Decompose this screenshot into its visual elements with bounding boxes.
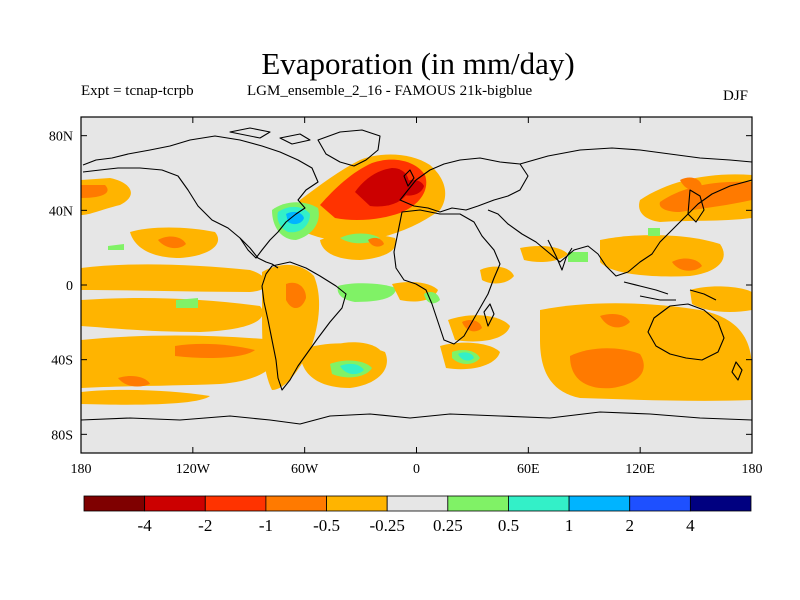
colorbar-level-label: -1	[259, 516, 273, 535]
antarctica-coastline	[81, 411, 752, 425]
x-tick-label: 120W	[176, 462, 211, 477]
x-tick-label: 0	[413, 462, 420, 477]
y-tick-label: 80S	[51, 428, 73, 443]
arabian-sea-yellow-region	[480, 266, 514, 284]
colorbar-swatch	[144, 495, 206, 512]
asia-coastline	[487, 147, 752, 277]
australia-coastline	[647, 303, 725, 361]
equatorial-atlantic-green-region	[337, 283, 396, 302]
y-tick-label: 40N	[49, 204, 73, 219]
south-atlantic-cyan-region	[340, 363, 364, 375]
y-tick-label: 80N	[49, 130, 73, 145]
warm-pool-yellow-region	[600, 235, 724, 277]
japan-orange-region	[680, 177, 702, 190]
colorbar-swatch	[689, 495, 752, 512]
colorbar-swatch	[629, 495, 691, 512]
colorbar: -4 -2 -1 -0.5 -0.25 0.25 0.5 1 2 4	[83, 495, 752, 535]
colorbar-level-label: 1	[565, 516, 574, 535]
x-tick-label: 180	[71, 462, 92, 477]
colorbar-swatch	[386, 495, 449, 512]
south-indian-orange-east	[600, 314, 630, 328]
india-coastline	[547, 239, 573, 271]
colorbar-level-label: 2	[625, 516, 634, 535]
coastlines	[81, 127, 752, 425]
east-pacific-green-region	[176, 298, 198, 308]
central-america-coastline	[239, 237, 279, 269]
africa-coastline	[393, 209, 501, 345]
southwest-indian-cyan-region	[458, 352, 474, 361]
japan-coastline	[687, 189, 705, 223]
map-axes: 180 120W 60W 0 60E 120E 180 80N 40N 0 40S 80S	[49, 117, 763, 477]
greenland-coastline	[317, 129, 381, 167]
x-tick-label: 60W	[291, 462, 319, 477]
south-pacific-orange-small	[118, 376, 150, 387]
warm-pool-orange-region	[672, 258, 702, 271]
colorbar-swatch	[447, 495, 509, 512]
south-atlantic-yellow-upper	[335, 342, 380, 355]
colorbar-level-label: -2	[198, 516, 212, 535]
west-pacific-orange-region	[659, 181, 752, 212]
colorbar-swatch	[204, 495, 267, 512]
colorbar-level-label: 4	[686, 516, 695, 535]
bay-of-bengal-green-region	[568, 252, 588, 262]
hawaii-green-region	[108, 244, 124, 250]
colorbar-swatch	[326, 495, 388, 512]
south-pacific-orange-strip	[175, 343, 255, 358]
colorbar-level-label: -4	[138, 516, 153, 535]
season-label: DJF	[723, 88, 749, 104]
madagascar-coastline	[483, 303, 495, 327]
south-indian-orange-region	[570, 348, 644, 389]
colorbar-level-label: 0.25	[433, 516, 463, 535]
x-tick-label: 120E	[625, 462, 655, 477]
north-america-coastline	[82, 135, 319, 259]
gulf-stream-blue-region	[286, 211, 304, 225]
south-american-orange-region	[286, 282, 306, 309]
anomaly-fill-layer	[81, 154, 752, 405]
run-label: LGM_ensemble_2_16 - FAMOUS 21k-bigblue	[247, 83, 533, 99]
south-pacific-yellow-lower	[81, 389, 210, 405]
colorbar-level-label: -0.25	[369, 516, 404, 535]
uk-coastline	[403, 169, 415, 187]
madagascar-orange-region	[462, 320, 482, 332]
colorbar-swatch	[265, 495, 327, 512]
colorbar-swatch	[83, 495, 146, 512]
colorbar-swatch	[508, 495, 570, 512]
europe-coastline	[399, 157, 529, 213]
southeast-asia-islands	[623, 281, 717, 301]
colorbar-level-label: 0.5	[498, 516, 519, 535]
north-atlantic-red-region	[355, 168, 410, 207]
arctic-islands-coastline	[229, 127, 311, 145]
new-zealand-coastline	[731, 361, 743, 381]
south-china-sea-green	[648, 228, 660, 236]
north-pacific-orange-west	[81, 185, 108, 198]
equatorial-east-pacific-band	[81, 264, 267, 292]
south-america-coastline	[261, 261, 347, 391]
colorbar-level-label: -0.5	[313, 516, 340, 535]
east-pacific-yellow-south	[81, 298, 263, 332]
y-tick-label: 40S	[51, 354, 73, 369]
central-pacific-orange-region	[158, 236, 186, 249]
plot-title: Evaporation (in mm/day)	[261, 46, 575, 81]
mid-atlantic-orange-region	[368, 237, 384, 247]
x-tick-label: 180	[742, 462, 763, 477]
x-tick-label: 60E	[517, 462, 540, 477]
y-tick-label: 0	[66, 279, 73, 294]
experiment-label: Expt = tcnap-tcrpb	[81, 83, 194, 99]
warm-pool-yellow-south	[690, 286, 752, 312]
map-panel	[80, 116, 753, 454]
colorbar-swatch	[568, 495, 631, 512]
